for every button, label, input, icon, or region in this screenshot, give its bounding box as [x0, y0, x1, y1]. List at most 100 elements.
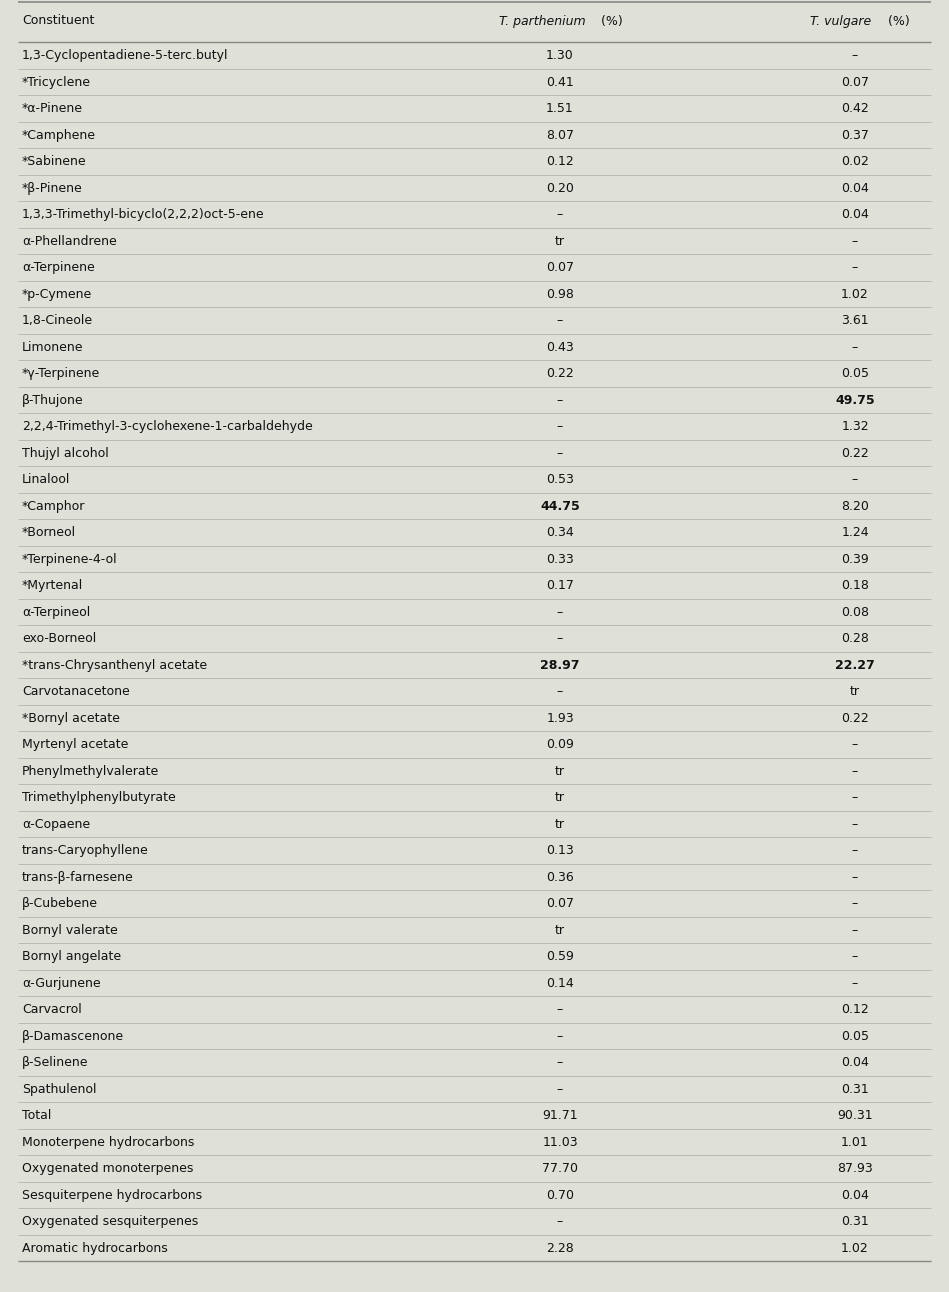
Text: 0.42: 0.42	[841, 102, 869, 115]
Text: 1,3-Cyclopentadiene-5-terc.butyl: 1,3-Cyclopentadiene-5-terc.butyl	[22, 49, 229, 62]
Text: Oxygenated monoterpenes: Oxygenated monoterpenes	[22, 1163, 194, 1176]
Text: –: –	[852, 924, 858, 937]
Text: β-Selinene: β-Selinene	[22, 1057, 88, 1070]
Text: 1,3,3-Trimethyl-bicyclo(2,2,2)oct-5-ene: 1,3,3-Trimethyl-bicyclo(2,2,2)oct-5-ene	[22, 208, 265, 221]
Text: *trans-Chrysanthenyl acetate: *trans-Chrysanthenyl acetate	[22, 659, 207, 672]
Text: tr: tr	[850, 685, 860, 698]
Text: 90.31: 90.31	[837, 1110, 873, 1123]
Text: Monoterpene hydrocarbons: Monoterpene hydrocarbons	[22, 1136, 195, 1149]
Text: Bornyl valerate: Bornyl valerate	[22, 924, 118, 937]
Text: 1.93: 1.93	[547, 712, 574, 725]
Text: –: –	[557, 394, 563, 407]
Text: –: –	[557, 420, 563, 433]
Text: 0.12: 0.12	[841, 1004, 869, 1017]
Text: 0.70: 0.70	[546, 1189, 574, 1202]
Text: 0.39: 0.39	[841, 553, 869, 566]
Text: –: –	[557, 1083, 563, 1096]
Text: α-Terpinene: α-Terpinene	[22, 261, 95, 274]
Text: 0.07: 0.07	[841, 76, 869, 89]
Text: 0.36: 0.36	[546, 871, 574, 884]
Text: T. vulgare: T. vulgare	[810, 14, 871, 27]
Text: 8.07: 8.07	[546, 129, 574, 142]
Text: 0.14: 0.14	[546, 977, 574, 990]
Text: Thujyl alcohol: Thujyl alcohol	[22, 447, 109, 460]
Text: trans-Caryophyllene: trans-Caryophyllene	[22, 844, 149, 858]
Text: –: –	[852, 473, 858, 486]
Text: –: –	[852, 818, 858, 831]
Text: 1.02: 1.02	[841, 288, 869, 301]
Text: 1.30: 1.30	[546, 49, 574, 62]
Text: 0.04: 0.04	[841, 1189, 869, 1202]
Text: 91.71: 91.71	[542, 1110, 578, 1123]
Text: 0.34: 0.34	[546, 526, 574, 539]
Text: –: –	[557, 1004, 563, 1017]
Text: Trimethylphenylbutyrate: Trimethylphenylbutyrate	[22, 791, 176, 805]
Text: Myrtenyl acetate: Myrtenyl acetate	[22, 738, 128, 751]
Text: 0.04: 0.04	[841, 1057, 869, 1070]
Text: 0.13: 0.13	[546, 844, 574, 858]
Text: (%): (%)	[884, 14, 910, 27]
Text: –: –	[852, 844, 858, 858]
Text: Bornyl angelate: Bornyl angelate	[22, 951, 121, 964]
Text: *Tricyclene: *Tricyclene	[22, 76, 91, 89]
Text: –: –	[852, 897, 858, 911]
Text: 0.22: 0.22	[546, 367, 574, 380]
Text: *Camphor: *Camphor	[22, 500, 85, 513]
Text: 1,8-Cineole: 1,8-Cineole	[22, 314, 93, 327]
Text: 0.12: 0.12	[546, 155, 574, 168]
Text: tr: tr	[555, 791, 565, 805]
Text: Carvotanacetone: Carvotanacetone	[22, 685, 130, 698]
Text: 0.53: 0.53	[546, 473, 574, 486]
Text: tr: tr	[555, 765, 565, 778]
Text: 0.04: 0.04	[841, 182, 869, 195]
Text: *Terpinene-4-ol: *Terpinene-4-ol	[22, 553, 118, 566]
Text: –: –	[557, 447, 563, 460]
Text: β-Thujone: β-Thujone	[22, 394, 84, 407]
Text: –: –	[852, 341, 858, 354]
Text: 0.31: 0.31	[841, 1216, 869, 1229]
Text: 8.20: 8.20	[841, 500, 869, 513]
Text: –: –	[852, 261, 858, 274]
Text: 0.20: 0.20	[546, 182, 574, 195]
Text: –: –	[557, 1057, 563, 1070]
Text: 0.22: 0.22	[841, 712, 869, 725]
Text: Total: Total	[22, 1110, 51, 1123]
Text: 0.17: 0.17	[546, 579, 574, 592]
Text: *Bornyl acetate: *Bornyl acetate	[22, 712, 120, 725]
Text: Phenylmethylvalerate: Phenylmethylvalerate	[22, 765, 159, 778]
Text: *Camphene: *Camphene	[22, 129, 96, 142]
Text: –: –	[852, 765, 858, 778]
Text: α-Gurjunene: α-Gurjunene	[22, 977, 101, 990]
Text: 1.01: 1.01	[841, 1136, 869, 1149]
Text: Linalool: Linalool	[22, 473, 70, 486]
Text: 2.28: 2.28	[546, 1242, 574, 1255]
Text: 44.75: 44.75	[540, 500, 580, 513]
Text: 77.70: 77.70	[542, 1163, 578, 1176]
Text: –: –	[557, 1216, 563, 1229]
Text: 49.75: 49.75	[835, 394, 875, 407]
Text: 0.18: 0.18	[841, 579, 869, 592]
Text: 0.98: 0.98	[546, 288, 574, 301]
Text: 87.93: 87.93	[837, 1163, 873, 1176]
Text: 28.97: 28.97	[540, 659, 580, 672]
Text: β-Cubebene: β-Cubebene	[22, 897, 98, 911]
Text: 1.32: 1.32	[841, 420, 869, 433]
Text: 0.28: 0.28	[841, 632, 869, 645]
Text: Oxygenated sesquiterpenes: Oxygenated sesquiterpenes	[22, 1216, 198, 1229]
Text: *α-Pinene: *α-Pinene	[22, 102, 83, 115]
Text: –: –	[557, 606, 563, 619]
Text: –: –	[852, 738, 858, 751]
Text: 0.33: 0.33	[546, 553, 574, 566]
Text: tr: tr	[555, 924, 565, 937]
Text: –: –	[557, 314, 563, 327]
Text: 0.07: 0.07	[546, 897, 574, 911]
Text: 1.02: 1.02	[841, 1242, 869, 1255]
Text: *p-Cymene: *p-Cymene	[22, 288, 92, 301]
Text: 0.05: 0.05	[841, 1030, 869, 1043]
Text: 0.22: 0.22	[841, 447, 869, 460]
Text: (%): (%)	[597, 14, 623, 27]
Text: 0.09: 0.09	[546, 738, 574, 751]
Text: trans-β-farnesene: trans-β-farnesene	[22, 871, 134, 884]
Text: *Myrtenal: *Myrtenal	[22, 579, 84, 592]
Text: Spathulenol: Spathulenol	[22, 1083, 97, 1096]
